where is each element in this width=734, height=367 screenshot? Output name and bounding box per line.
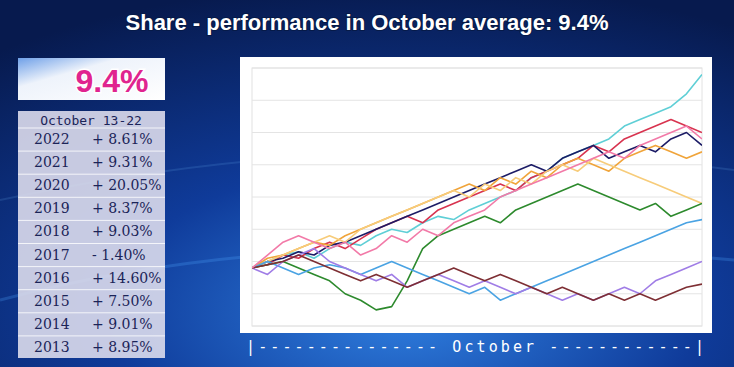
- series-line: [252, 74, 702, 268]
- row-year: 2016: [34, 270, 70, 286]
- row-separator: [18, 174, 165, 175]
- row-value: + 9.01%: [92, 316, 153, 332]
- grid-line: [252, 100, 702, 101]
- title: Share - performance in October average: …: [126, 10, 609, 35]
- page: Share - performance in October average: …: [0, 0, 734, 367]
- row-value: + 20.05%: [92, 177, 162, 193]
- chart-box: [240, 57, 712, 333]
- series-line: [252, 120, 702, 268]
- series-line: [252, 184, 702, 310]
- series-line: [252, 133, 702, 268]
- row-separator: [18, 312, 165, 313]
- grid-line: [252, 293, 702, 294]
- row-year: 2013: [34, 339, 70, 355]
- grid-line: [252, 326, 702, 327]
- series-line: [252, 255, 702, 300]
- row-value: + 9.03%: [92, 223, 153, 239]
- row-separator: [18, 197, 165, 198]
- table-header: October 13-22: [40, 113, 142, 128]
- grid-line: [252, 68, 702, 69]
- row-value: + 8.61%: [92, 131, 153, 147]
- plot-frame: [252, 68, 702, 326]
- row-separator: [18, 128, 165, 129]
- row-value: - 1.40%: [92, 247, 146, 263]
- row-year: 2021: [34, 154, 70, 170]
- x-label: |--------------- October ------------|: [246, 338, 704, 356]
- row-separator: [18, 220, 165, 221]
- row-separator: [18, 266, 165, 267]
- series-line: [252, 220, 702, 301]
- series-line: [252, 249, 702, 301]
- row-separator: [18, 289, 165, 290]
- grid-line: [252, 261, 702, 262]
- series-line: [252, 126, 702, 268]
- grid-line: [252, 164, 702, 165]
- grid-line: [252, 229, 702, 230]
- series-line: [252, 145, 702, 268]
- row-value: + 8.95%: [92, 339, 153, 355]
- row-value: + 9.31%: [92, 154, 153, 170]
- grid-line: [252, 132, 702, 133]
- row-year: 2015: [34, 293, 70, 309]
- row-year: 2020: [34, 177, 70, 193]
- row-value: + 14.60%: [92, 270, 162, 286]
- row-year: 2017: [34, 247, 70, 263]
- row-year: 2014: [34, 316, 70, 332]
- row-year: 2019: [34, 200, 70, 216]
- badge-value: 9.4%: [76, 63, 149, 99]
- badge-box: [18, 58, 165, 100]
- row-value: + 7.50%: [92, 293, 153, 309]
- background: [0, 0, 734, 367]
- row-year: 2018: [34, 223, 70, 239]
- row-separator: [18, 335, 165, 336]
- row-separator: [18, 151, 165, 152]
- row-year: 2022: [34, 131, 70, 147]
- grid-line: [252, 197, 702, 198]
- row-separator: [18, 243, 165, 244]
- lines: [252, 74, 702, 309]
- table-box: [18, 111, 165, 358]
- row-value: + 8.37%: [92, 200, 153, 216]
